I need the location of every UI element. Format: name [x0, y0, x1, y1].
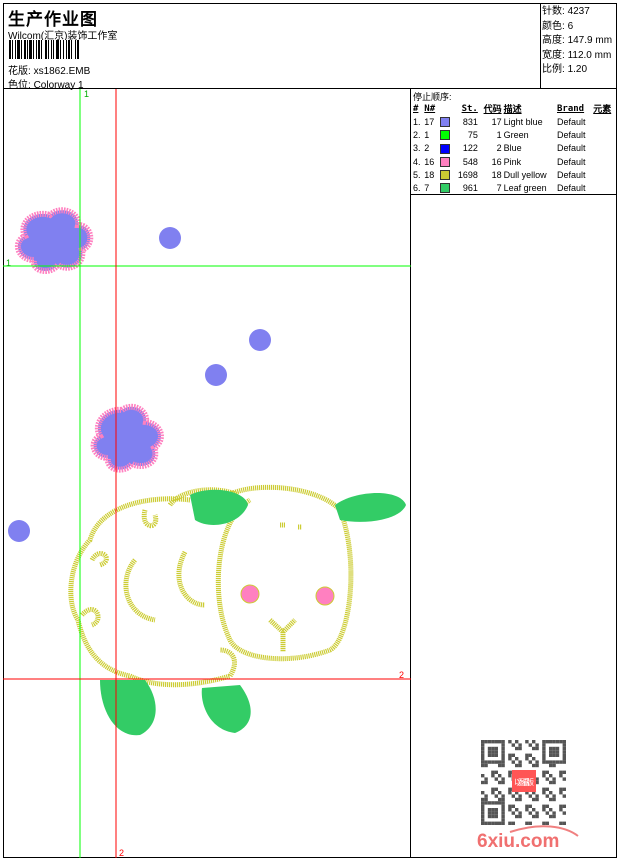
sheep — [68, 484, 354, 688]
stop-sequence-title: 停止顺序: — [413, 92, 452, 102]
page-frame — [3, 3, 617, 858]
guide-label-2: 2 — [399, 670, 404, 680]
stop-row: 6. 7 961 7 Leaf green Default — [413, 183, 586, 194]
stats-box: 针数: 4237 颜色: 6 高度: 147.9 mm 宽度: 112.0 mm… — [540, 3, 617, 89]
guide-label-2: 2 — [119, 848, 124, 858]
col-needle: N# — [424, 103, 436, 114]
stop-guides — [3, 89, 411, 858]
stop-sequence-panel: 停止顺序: # N# St. 代码 描述 Brand 元素 1. 17 831 17 L… — [411, 89, 617, 195]
stat-colors: 颜色: 6 — [542, 20, 574, 32]
col-element: 元素 — [593, 105, 612, 115]
sheep-green-parts — [100, 489, 406, 736]
company-name: Wilcom(汇京)装饰工作室 — [8, 31, 118, 42]
header: 生产作业图 Wilcom(汇京)装饰工作室 花版: xs1862.EMB 色位:… — [3, 3, 617, 91]
stat-stitches: 针数: 4237 — [542, 6, 590, 17]
qr-code — [481, 740, 566, 825]
design-value: xs1862.EMB — [33, 66, 91, 77]
sheep-cheeks — [240, 584, 335, 606]
color-swatch — [439, 156, 450, 167]
stop-row: 5. 18 1698 18 Dull yellow Default — [413, 169, 586, 181]
guide-label-1: 1 — [84, 89, 89, 99]
design-preview — [3, 89, 411, 858]
page-title: 生产作业图 — [8, 10, 98, 29]
color-swatch — [439, 170, 450, 181]
design-label: 花版: — [8, 66, 31, 77]
flower-middle — [90, 403, 164, 473]
stat-scale: 比例: 1.20 — [542, 64, 588, 75]
design-file: 花版: xs1862.EMB — [8, 62, 90, 77]
stop-row: 3. 2 122 2 Blue Default — [413, 143, 586, 154]
watermark-text: 6xiu.com — [477, 831, 559, 852]
seal-stamp — [512, 770, 536, 792]
col-brand: Brand — [557, 103, 585, 114]
colorway: 色位: Colorway 1 — [8, 76, 84, 91]
dot — [205, 364, 227, 386]
col-description: 描述 — [503, 105, 522, 115]
stop-row: 1. 17 831 17 Light blue Default — [413, 116, 586, 127]
col-index: # — [413, 103, 419, 114]
col-code: 代码 — [483, 105, 502, 115]
dot — [8, 520, 30, 542]
colorway-value: Colorway 1 — [33, 80, 84, 91]
dot — [249, 329, 271, 351]
dot — [159, 227, 181, 249]
stat-width: 宽度: 112.0 mm — [542, 49, 612, 61]
color-swatch — [439, 143, 450, 154]
colorway-label: 色位: — [8, 80, 31, 91]
guide-label-1: 1 — [6, 258, 11, 268]
stop-row: 2. 1 75 1 Green Default — [413, 129, 586, 141]
color-swatch — [439, 130, 450, 141]
barcode — [9, 40, 113, 59]
flower-top — [14, 207, 94, 274]
stop-sequence-table: # N# St. 代码 描述 Brand 元素 1. 17 831 17 Light b… — [412, 102, 616, 195]
color-swatch — [439, 183, 450, 194]
stop-row: 4. 16 548 16 Pink Default — [413, 156, 586, 167]
stat-height: 高度: 147.9 mm — [542, 35, 613, 46]
color-swatch — [439, 116, 450, 127]
col-stitches: St. — [461, 103, 478, 114]
seal-text: 以图看版 — [514, 777, 534, 787]
